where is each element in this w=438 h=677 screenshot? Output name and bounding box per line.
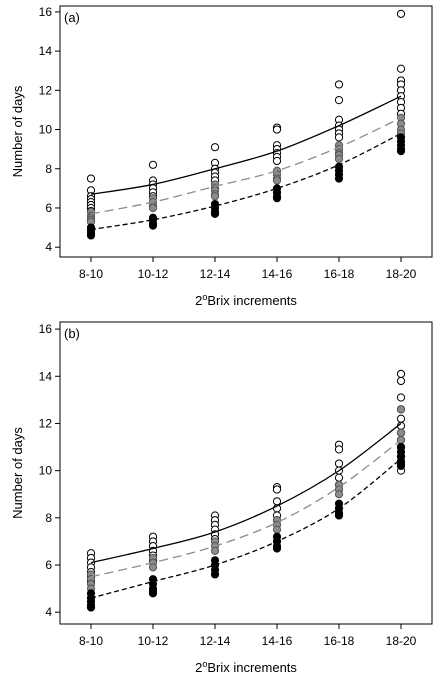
- data-point-open-circle: [396, 9, 406, 18]
- y-tick-label: 12: [39, 416, 53, 430]
- x-axis-label: 2oBrix increments: [195, 659, 297, 675]
- x-tick-label: 16-18: [324, 634, 355, 648]
- data-point-open-circle: [396, 369, 406, 379]
- x-tick-label: 10-12: [138, 267, 169, 281]
- x-tick-label: 10-12: [138, 634, 169, 648]
- data-point-grey-circle: [272, 176, 282, 185]
- x-tick-label: 8-10: [79, 634, 103, 648]
- fit-curve-long-dash: [90, 117, 402, 215]
- data-point-open-circle: [272, 125, 282, 134]
- data-point-filled-circle: [148, 589, 158, 598]
- data-point-open-circle: [148, 160, 158, 169]
- data-point-grey-circle: [210, 192, 220, 201]
- data-point-grey-circle: [396, 405, 406, 414]
- y-tick-label: 4: [45, 240, 52, 254]
- y-tick-label: 10: [39, 123, 53, 137]
- data-point-open-circle: [396, 376, 406, 386]
- panel-b: 4 6 8 10 12 14 16 8-10 10-12 12-14 14-16 16-18 18-20…: [10, 321, 433, 675]
- data-point-open-circle: [334, 473, 344, 482]
- data-point-open-circle: [272, 156, 282, 166]
- fit-curve-short-dash: [90, 458, 402, 599]
- data-point-grey-circle: [210, 546, 220, 555]
- x-axis-label-base: 2: [195, 660, 202, 675]
- data-point-open-circle: [272, 485, 282, 494]
- fit-curve-long-dash: [90, 439, 402, 578]
- data-point-filled-circle: [86, 231, 96, 240]
- x-axis-label-sup: o: [202, 659, 207, 669]
- y-tick-label: 14: [39, 369, 53, 383]
- data-point-open-circle: [272, 497, 282, 506]
- y-tick-label: 4: [45, 605, 52, 619]
- data-point-filled-circle: [86, 603, 96, 612]
- y-tick-label: 8: [45, 162, 52, 176]
- y-tick-label: 6: [45, 558, 52, 572]
- data-point-open-circle: [334, 96, 344, 105]
- y-axis-label: Number of days: [10, 85, 25, 177]
- data-point-grey-circle: [334, 154, 344, 164]
- y-tick-label: 16: [39, 322, 53, 336]
- data-point-open-circle: [396, 414, 406, 423]
- x-tick-label: 12-14: [200, 267, 231, 281]
- data-point-filled-circle: [272, 544, 282, 553]
- data-point-open-circle: [334, 459, 344, 468]
- fit-curve-solid: [90, 422, 402, 564]
- data-point-grey-circle: [148, 563, 158, 572]
- x-axis-label-rest: Brix increments: [207, 660, 297, 675]
- x-tick-label: 14-16: [262, 634, 293, 648]
- data-point-filled-circle: [334, 174, 344, 183]
- data-point-filled-circle: [396, 461, 406, 471]
- x-tick-label: 18-20: [386, 267, 417, 281]
- y-tick-label: 10: [39, 464, 53, 478]
- plot-frame: [59, 321, 433, 625]
- y-tick-label: 8: [45, 511, 52, 525]
- data-point-open-circle: [396, 393, 406, 402]
- x-axis-label: 2oBrix increments: [195, 292, 297, 308]
- data-point-filled-circle: [272, 194, 282, 203]
- data-point-open-circle: [210, 143, 220, 152]
- x-axis-label-sup: o: [202, 292, 207, 302]
- data-point-grey-circle: [272, 525, 282, 534]
- data-point-filled-circle: [396, 147, 406, 156]
- y-tick-label: 16: [39, 5, 53, 19]
- data-point-open-circle: [334, 133, 344, 142]
- panel-a: 4 6 8 10 12 14 16 8-10 10-12 12-14 14-16 16-18 18-20…: [10, 5, 433, 308]
- y-tick-label: 12: [39, 83, 53, 97]
- x-tick-label: 12-14: [200, 634, 231, 648]
- data-point-grey-circle: [148, 203, 158, 213]
- data-point-filled-circle: [210, 209, 220, 218]
- x-axis-label-base: 2: [195, 293, 202, 308]
- x-tick-label: 8-10: [79, 267, 103, 281]
- x-tick-label: 14-16: [262, 267, 293, 281]
- x-tick-label: 18-20: [386, 634, 417, 648]
- data-point-open-circle: [86, 174, 96, 183]
- data-point-grey-circle: [396, 428, 406, 437]
- data-point-filled-circle: [210, 570, 220, 579]
- plot-frame: [59, 5, 433, 258]
- data-point-open-circle: [334, 80, 344, 89]
- data-point-open-circle: [334, 445, 344, 454]
- y-tick-label: 14: [39, 44, 53, 58]
- data-point-filled-circle: [148, 221, 158, 230]
- x-axis-label-rest: Brix increments: [207, 293, 297, 308]
- fit-curve-short-dash: [90, 132, 402, 231]
- x-tick-label: 16-18: [324, 267, 355, 281]
- panel-label: (a): [64, 10, 80, 25]
- data-point-filled-circle: [334, 511, 344, 520]
- y-tick-label: 6: [45, 201, 52, 215]
- y-axis-label: Number of days: [10, 427, 25, 519]
- data-point-grey-circle: [334, 490, 344, 499]
- data-point-open-circle: [396, 64, 406, 73]
- fit-curve-solid: [90, 95, 402, 195]
- panel-label: (b): [64, 326, 80, 341]
